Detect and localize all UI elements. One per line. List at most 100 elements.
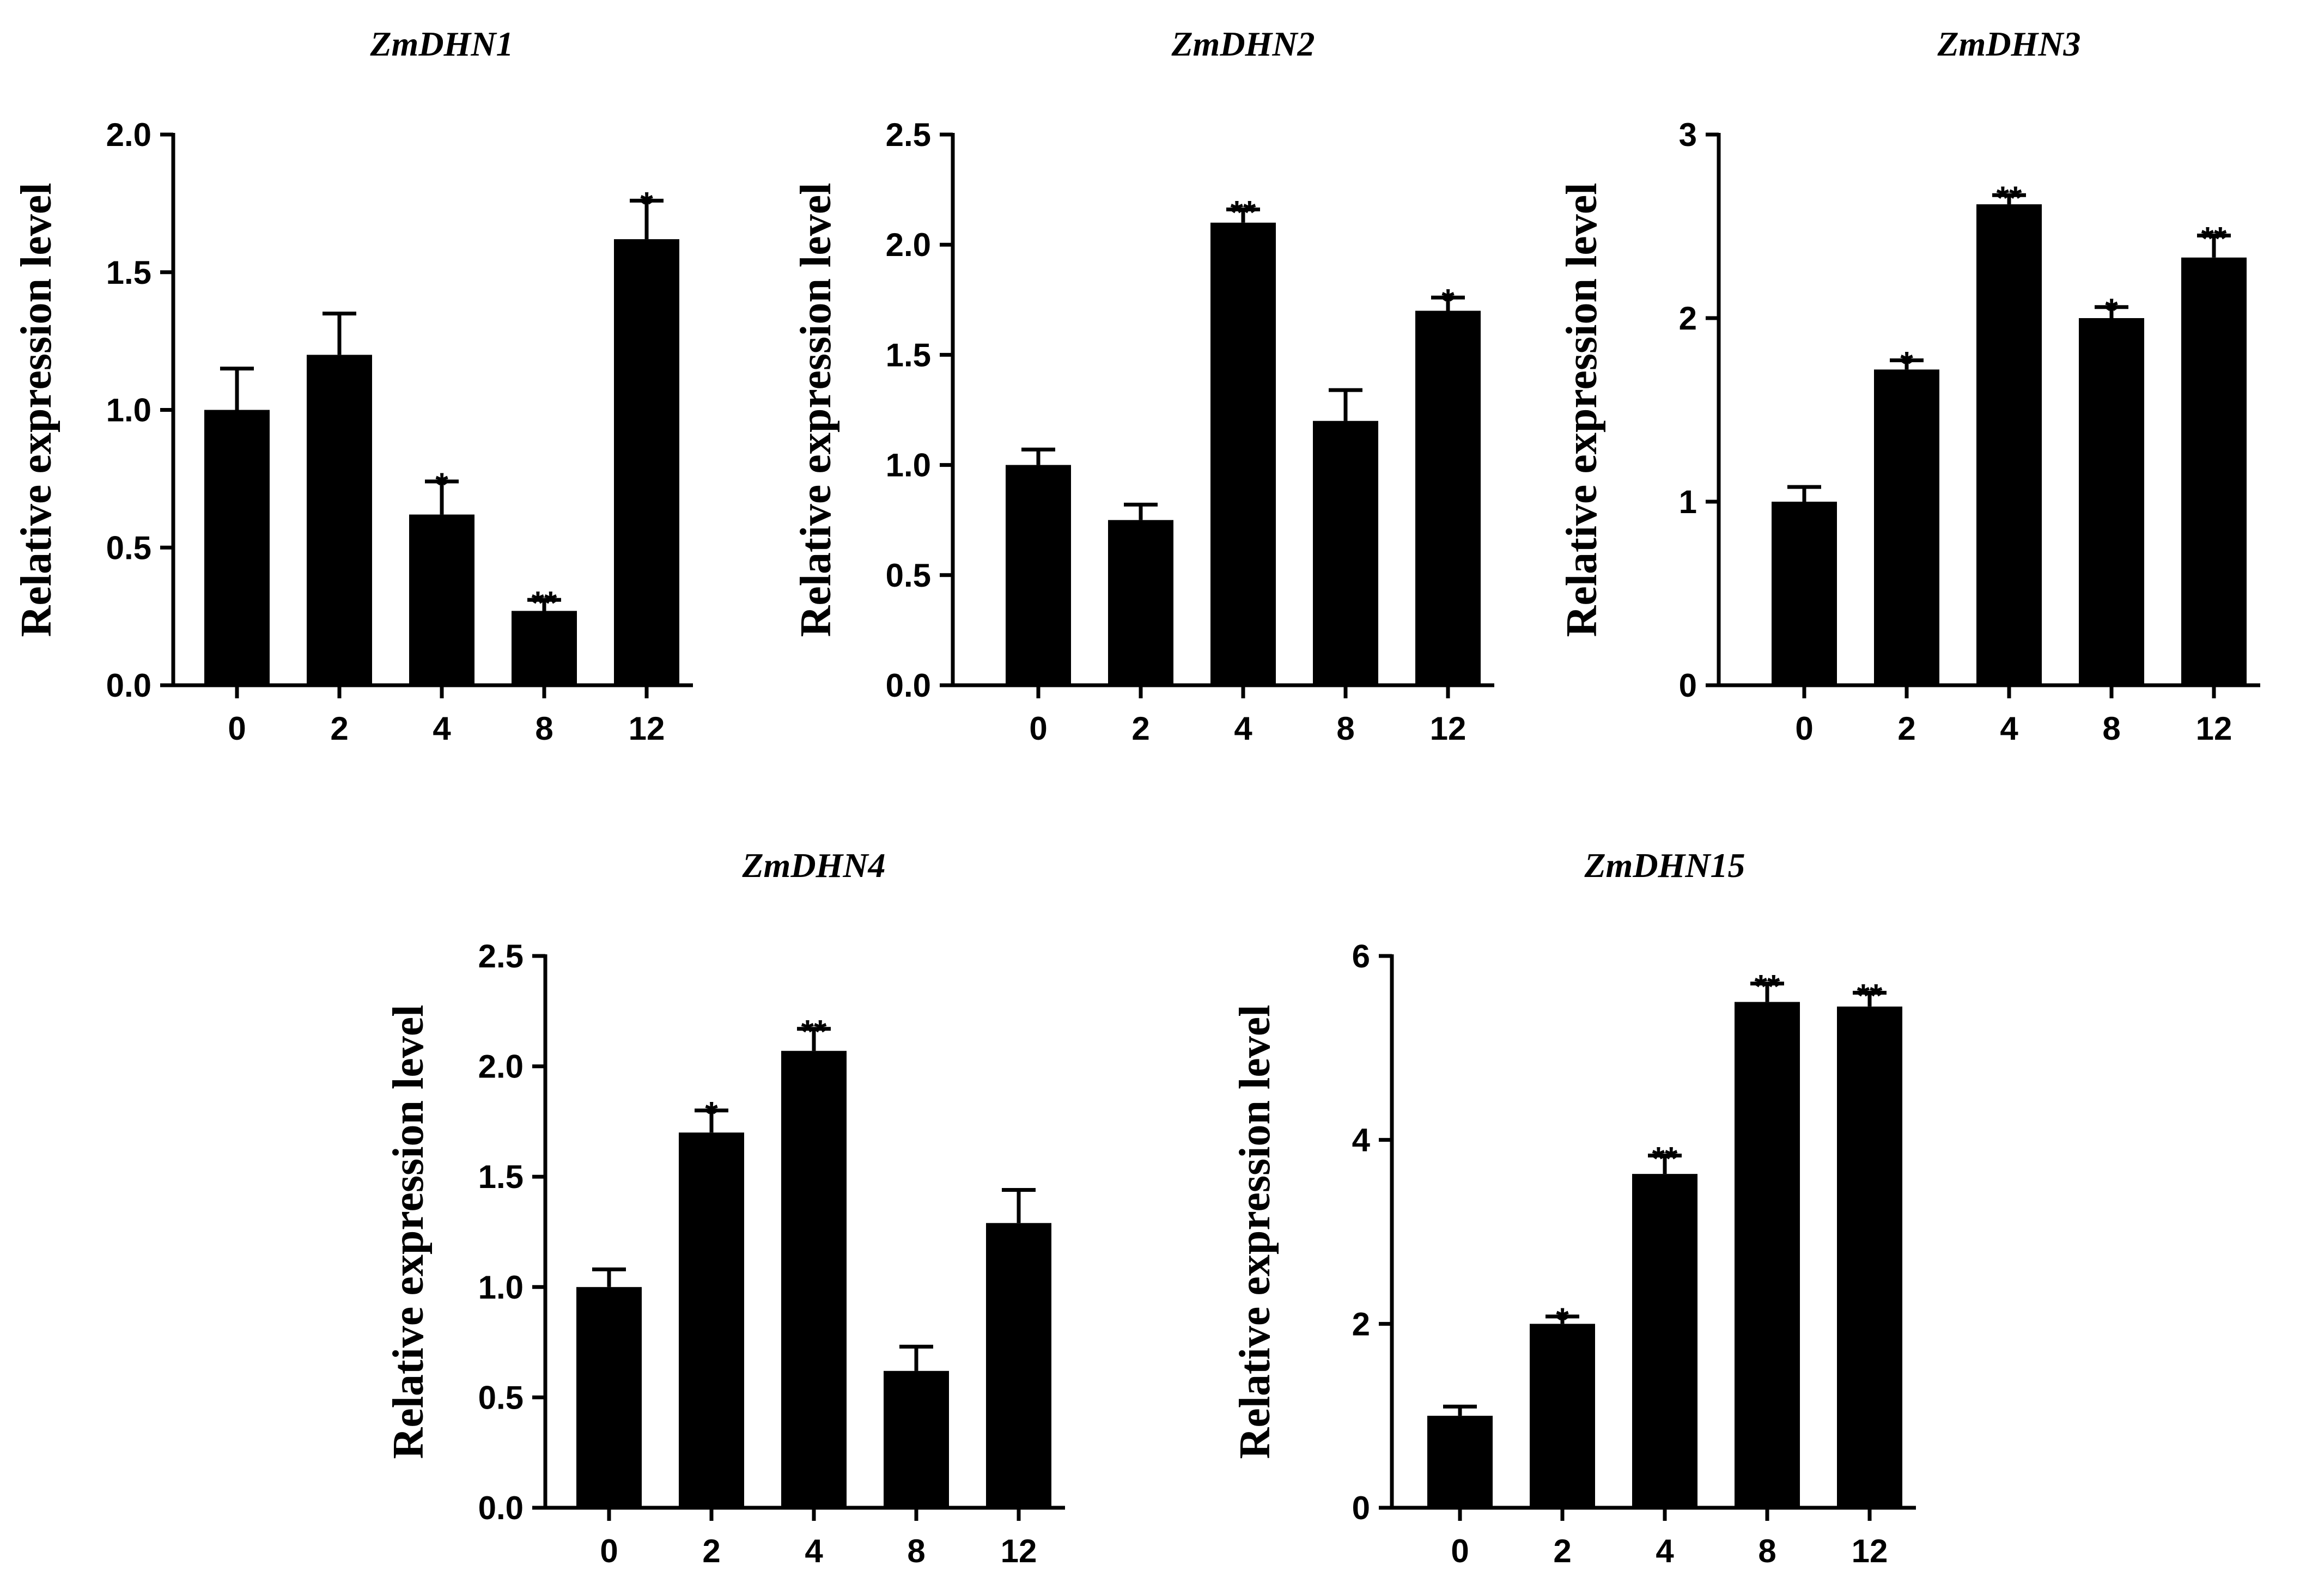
bar — [1976, 204, 2042, 685]
y-tick-label: 0.5 — [886, 557, 931, 594]
significance-mark: ** — [2201, 220, 2227, 257]
chart-panel: ZmDHN1 Relative expression level 0 2 * 4 ** 8 * 1… — [13, 25, 693, 747]
y-tick-label: 0.0 — [478, 1490, 524, 1526]
x-tick-label: 8 — [1336, 710, 1354, 747]
x-tick-label: 2 — [330, 710, 348, 747]
y-tick-label: 1.5 — [478, 1159, 524, 1195]
x-tick-label: 4 — [1656, 1533, 1674, 1569]
significance-mark: ** — [801, 1014, 827, 1050]
chart-title: ZmDHN2 — [1171, 25, 1315, 63]
x-tick-label: 12 — [2196, 710, 2232, 747]
x-tick-label: 4 — [805, 1533, 823, 1569]
chart-title: ZmDHN4 — [741, 846, 885, 885]
significance-mark: * — [705, 1095, 718, 1132]
significance-mark: * — [1556, 1301, 1569, 1338]
bar — [1006, 465, 1071, 685]
y-tick-label: 0.0 — [886, 667, 931, 704]
bar — [1632, 1174, 1697, 1508]
significance-mark: ** — [1755, 968, 1780, 1005]
bar — [884, 1370, 949, 1508]
y-tick-label: 0.5 — [106, 529, 151, 566]
bar — [986, 1223, 1051, 1508]
bar — [1772, 502, 1837, 685]
chart-panel: ZmDHN2 Relative expression level 0 2 ** 4 8 * 12… — [792, 25, 1494, 747]
significance-mark: ** — [1857, 978, 1883, 1014]
y-tick-label: 0.5 — [478, 1379, 524, 1416]
y-tick-label: 1.0 — [886, 447, 931, 484]
chart-title: ZmDHN15 — [1584, 846, 1745, 885]
bar — [204, 410, 270, 685]
x-tick-label: 0 — [228, 710, 246, 747]
y-tick-label: 0.0 — [106, 667, 151, 704]
y-tick-label: 1.5 — [106, 254, 151, 291]
x-tick-label: 2 — [702, 1533, 720, 1569]
bar — [2181, 257, 2247, 685]
x-tick-label: 4 — [1234, 710, 1252, 747]
bar — [614, 239, 679, 686]
y-tick-label: 2 — [1679, 300, 1697, 337]
x-tick-label: 8 — [907, 1533, 925, 1569]
y-tick-label: 2.0 — [886, 227, 931, 263]
y-axis-label: Relative expression level — [385, 1005, 433, 1459]
y-tick-label: 3 — [1679, 117, 1697, 153]
bar — [409, 514, 474, 685]
significance-mark: * — [1900, 345, 1913, 382]
x-tick-label: 12 — [1852, 1533, 1888, 1569]
y-tick-label: 2.0 — [478, 1049, 524, 1085]
bar — [1108, 520, 1173, 685]
x-tick-label: 8 — [2102, 710, 2120, 747]
y-axis-label: Relative expression level — [792, 183, 840, 637]
bar — [576, 1287, 642, 1508]
x-tick-label: 2 — [1897, 710, 1915, 747]
y-tick-label: 2.0 — [106, 117, 151, 153]
bar — [1874, 369, 1939, 685]
bar — [512, 611, 577, 685]
chart-title: ZmDHN1 — [369, 25, 513, 63]
significance-mark: ** — [1997, 180, 2022, 216]
chart-panel: ZmDHN4 Relative expression level 0 * 2 ** 4 8 12… — [385, 846, 1065, 1569]
y-tick-label: 2 — [1352, 1306, 1370, 1342]
y-tick-label: 2.5 — [886, 117, 931, 153]
bar — [1837, 1006, 1902, 1508]
x-tick-label: 4 — [2000, 710, 2018, 747]
significance-mark: * — [1441, 282, 1455, 319]
y-tick-label: 0 — [1352, 1490, 1370, 1526]
bar — [1210, 222, 1276, 685]
y-axis-label: Relative expression level — [1558, 183, 1606, 637]
x-tick-label: 2 — [1131, 710, 1149, 747]
x-tick-label: 0 — [600, 1533, 618, 1569]
y-tick-label: 1.0 — [106, 392, 151, 429]
x-tick-label: 8 — [535, 710, 553, 747]
y-tick-label: 0 — [1679, 667, 1697, 704]
significance-mark: ** — [1652, 1140, 1678, 1177]
x-tick-label: 0 — [1029, 710, 1047, 747]
x-tick-label: 0 — [1451, 1533, 1469, 1569]
chart-title: ZmDHN3 — [1937, 25, 2080, 63]
y-tick-label: 4 — [1352, 1122, 1371, 1159]
y-tick-label: 1.5 — [886, 337, 931, 373]
y-tick-label: 2.5 — [478, 938, 524, 974]
significance-mark: * — [2105, 292, 2118, 328]
significance-mark: * — [640, 185, 653, 222]
x-tick-label: 12 — [1001, 1533, 1037, 1569]
significance-mark: * — [435, 466, 448, 503]
bar — [1427, 1416, 1493, 1508]
bar — [679, 1132, 744, 1508]
chart-panel: ZmDHN15 Relative expression level 0 * 2 ** 4 **… — [1231, 846, 1916, 1569]
bar — [1313, 421, 1378, 685]
bar — [307, 355, 372, 685]
y-tick-label: 6 — [1352, 938, 1370, 974]
y-tick-label: 1.0 — [478, 1269, 524, 1306]
x-tick-label: 12 — [1430, 710, 1467, 747]
bar — [1530, 1324, 1595, 1508]
y-axis-label: Relative expression level — [13, 183, 60, 637]
bar — [781, 1051, 847, 1508]
significance-mark: ** — [532, 584, 557, 621]
y-axis-label: Relative expression level — [1231, 1005, 1279, 1459]
bar — [1415, 310, 1481, 685]
x-tick-label: 4 — [433, 710, 451, 747]
x-tick-label: 12 — [629, 710, 665, 747]
x-tick-label: 0 — [1795, 710, 1813, 747]
chart-panel: ZmDHN3 Relative expression level 0 * 2 ** 4 * 8 *… — [1558, 25, 2260, 747]
